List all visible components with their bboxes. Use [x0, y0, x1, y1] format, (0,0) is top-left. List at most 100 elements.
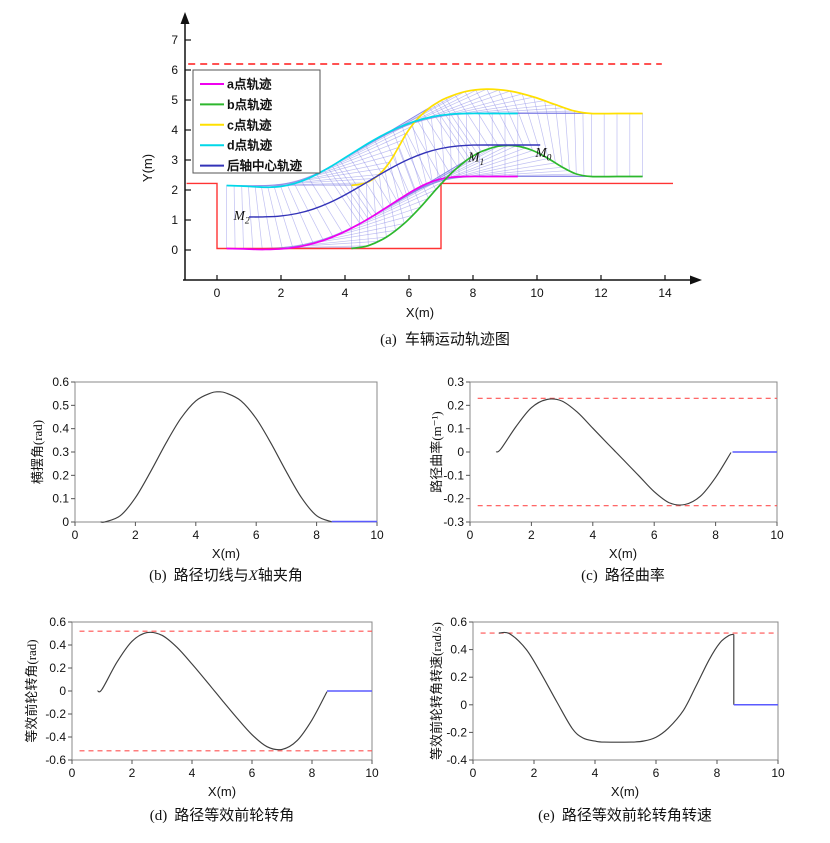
x-tick-label: 8 — [309, 766, 316, 780]
y-tick-label: 0.6 — [49, 615, 66, 629]
chart-a-vehicle-trajectory: 0 2 4 6 8 10 12 1401234567a点轨迹b点轨迹c点轨迹d点轨迹后轴中心轨… — [171, 12, 702, 300]
y-tick-label: 0.6 — [52, 375, 69, 389]
trajectory-curve-c — [351, 88, 643, 187]
x-tick-label: 0 — [69, 766, 76, 780]
y-tick-label: 0 — [62, 515, 69, 529]
x-tick-label: 2 — [129, 766, 136, 780]
x-tick-label: 4 — [589, 528, 596, 542]
main-curve — [498, 631, 734, 743]
chart-e-caption: (e) 路径等效前轮转角转速 — [538, 806, 712, 824]
y-tick-label: 2 — [171, 183, 178, 197]
y-tick-label: 0.1 — [52, 492, 69, 506]
x-tick-label: 10 — [770, 528, 784, 542]
chart-c-curvature: 0 2 4 6 8 10 -0.3 -0.2 -0.1 0 0.1 0.2 0.3 — [443, 375, 784, 542]
chart-d-steer-angle: 0 2 4 6 8 10 -0.6 -0.4 -0.2 0 0.2 0.4 0.6 — [45, 615, 379, 780]
caption-a-index: (a) — [380, 332, 397, 348]
chart-c-xlabel: X(m) — [609, 546, 637, 561]
x-tick-label: 10 — [771, 766, 785, 780]
legend-box — [192, 69, 321, 174]
chart-d-caption: (d) 路径等效前轮转角 — [150, 806, 295, 824]
chart-c-ylabel: 路径曲率(m⁻¹) — [429, 411, 444, 493]
x-tick-label: 2 — [278, 286, 285, 300]
trajectory-curve-a — [226, 175, 518, 251]
y-tick-label: 5 — [171, 93, 178, 107]
x-tick-label: 6 — [249, 766, 256, 780]
y-tick-label: 4 — [171, 123, 178, 137]
x-tick-label: 4 — [592, 766, 599, 780]
chart-b-caption: (b) 路径切线与X轴夹角 — [149, 567, 303, 584]
x-tick-label: 0 — [467, 528, 474, 542]
x-tick-label: 4 — [192, 528, 199, 542]
main-curve — [97, 631, 328, 751]
legend-item-label: b点轨迹 — [227, 97, 273, 112]
caption-d-index: (d) — [150, 808, 168, 824]
x-axis-arrow — [690, 275, 702, 285]
x-tick-label: 2 — [132, 528, 139, 542]
legend-item-label: d点轨迹 — [227, 138, 273, 153]
caption-b-text2: 轴夹角 — [258, 567, 303, 584]
x-tick-label: 10 — [365, 766, 379, 780]
caption-b-x-italic: X — [248, 568, 259, 584]
y-tick-label: 0.4 — [49, 638, 66, 652]
x-tick-label: 6 — [406, 286, 413, 300]
vehicle-outline — [430, 104, 563, 180]
x-tick-label: 8 — [712, 528, 719, 542]
y-tick-label: -0.6 — [45, 753, 66, 767]
pose-annotation: M2 — [233, 208, 250, 227]
trajectory-curve-b — [351, 144, 643, 250]
x-tick-label: 0 — [72, 528, 79, 542]
y-tick-label: 3 — [171, 153, 178, 167]
x-tick-label: 8 — [714, 766, 721, 780]
trajectory-curve-d — [226, 112, 518, 189]
vehicle-outline — [331, 102, 474, 220]
main-curve — [495, 398, 732, 506]
caption-b-text1: 路径切线与 — [174, 567, 249, 584]
main-curve — [100, 391, 332, 523]
x-tick-label: 2 — [528, 528, 535, 542]
y-tick-label: 0.2 — [49, 661, 66, 675]
y-tick-label: -0.2 — [45, 707, 66, 721]
caption-a-text: 车辆运动轨迹图 — [405, 331, 510, 348]
x-tick-label: 0 — [214, 286, 221, 300]
y-tick-label: 0.4 — [450, 643, 467, 657]
y-axis-arrow — [180, 12, 190, 24]
y-tick-label: 0.2 — [447, 398, 464, 412]
y-tick-label: 6 — [171, 63, 178, 77]
chart-e-ylabel: 等效前轮转角转速(rad/s) — [429, 622, 444, 760]
x-tick-label: 12 — [594, 286, 608, 300]
chart-b-yaw-angle: 0 2 4 6 8 10 0 0.1 0.2 0.3 0.4 0.5 0.6 — [52, 375, 384, 542]
chart-d-ylabel: 等效前轮转角(rad) — [24, 639, 39, 742]
x-tick-label: 8 — [313, 528, 320, 542]
y-tick-label: 0.3 — [447, 375, 464, 389]
y-tick-label: 0.2 — [450, 670, 467, 684]
legend-item-label: a点轨迹 — [227, 77, 272, 92]
caption-c-text: 路径曲率 — [605, 567, 665, 584]
x-tick-label: 8 — [470, 286, 477, 300]
caption-e-index: (e) — [538, 808, 555, 824]
x-tick-label: 10 — [370, 528, 384, 542]
vehicle-outline — [335, 100, 478, 217]
y-tick-label: 0.5 — [52, 398, 69, 412]
y-tick-label: -0.3 — [443, 515, 464, 529]
road-boundary-line — [186, 182, 673, 250]
y-tick-label: 0.2 — [52, 468, 69, 482]
vehicle-outline — [248, 178, 378, 250]
plot-box — [469, 381, 778, 523]
caption-c-index: (c) — [581, 568, 598, 584]
chart-a-ylabel: Y(m) — [140, 154, 155, 182]
y-tick-label: -0.2 — [443, 492, 464, 506]
y-tick-label: 0.1 — [447, 422, 464, 436]
y-tick-label: 0.3 — [52, 445, 69, 459]
pose-annotation: M0 — [534, 145, 551, 164]
legend-item-label: c点轨迹 — [227, 117, 272, 132]
trajectory-curve-rear-axle-center — [248, 144, 541, 218]
y-tick-label: -0.4 — [45, 730, 66, 744]
x-tick-label: 0 — [470, 766, 477, 780]
x-tick-label: 2 — [531, 766, 538, 780]
chart-e-steer-rate: 0 2 4 6 8 10 -0.4 -0.2 0 0.2 0.4 0.6 — [446, 615, 785, 780]
plot-box — [74, 381, 378, 523]
chart-a-xlabel: X(m) — [406, 305, 434, 320]
y-tick-label: 0 — [460, 698, 467, 712]
